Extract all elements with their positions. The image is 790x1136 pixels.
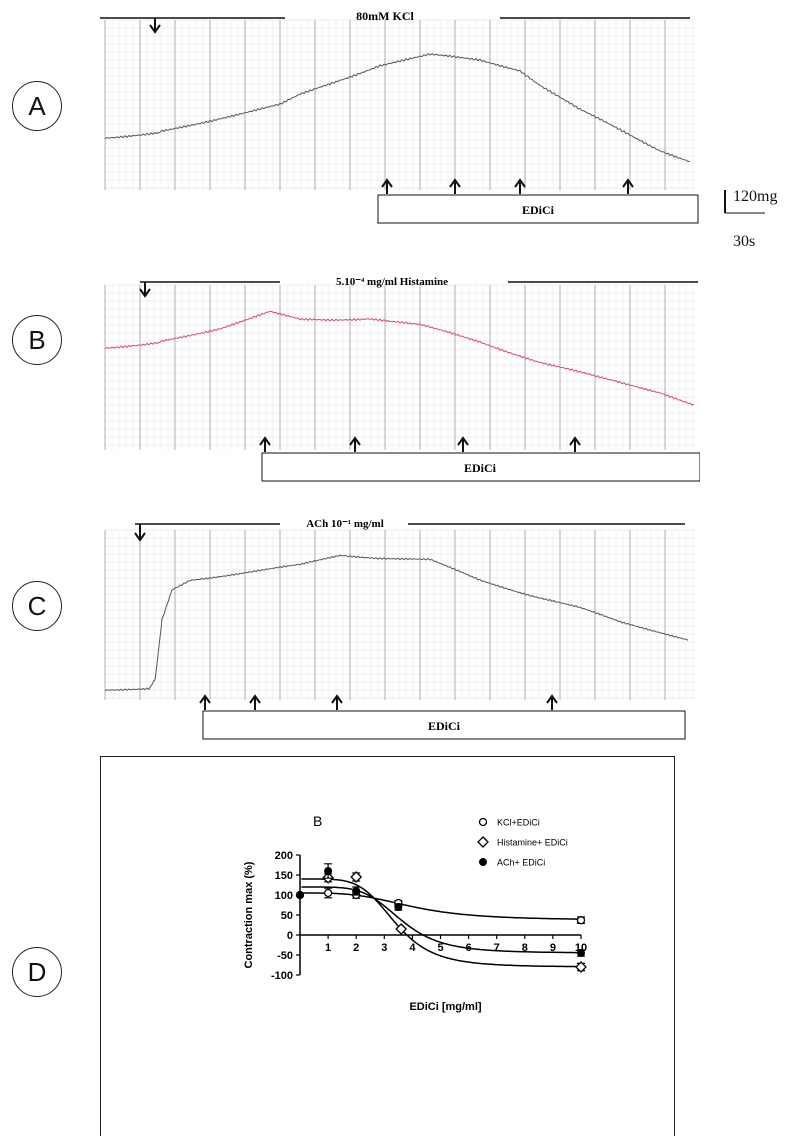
data-point-series-3 xyxy=(577,949,585,957)
x-tick-label: 2 xyxy=(353,942,359,954)
data-point-series-3 xyxy=(296,891,304,899)
data-point-series-2 xyxy=(575,961,587,973)
up-arrow-2 xyxy=(449,178,461,194)
x-tick-label: 4 xyxy=(409,942,416,954)
chart-x-axis-label: EDiCi [mg/ml] xyxy=(409,1001,481,1013)
trace-c-stimulus-label: ACh 10⁻¹ mg/ml xyxy=(306,518,384,530)
data-point-series-2 xyxy=(395,923,408,935)
x-tick-label: 5 xyxy=(437,942,443,954)
legend-label-2: Histamine+ EDiCi xyxy=(497,838,568,848)
trace-c-edici-label: EDiCi xyxy=(428,719,461,733)
legend-label-1: KCl+EDiCi xyxy=(497,818,540,828)
fit-curve-1 xyxy=(301,892,581,920)
data-point-series-1 xyxy=(323,888,333,898)
up-arrow-2 xyxy=(349,436,361,452)
trace-a-edici-label: EDiCi xyxy=(522,203,555,217)
trace-b-up-arrows xyxy=(259,436,581,452)
data-point-series-3 xyxy=(394,903,403,911)
trace-a-stimulus-label: 80mM KCl xyxy=(356,9,414,23)
trace-b-edici-bar xyxy=(261,452,700,482)
chart-panel-label: B xyxy=(313,813,322,829)
y-tick-label: 150 xyxy=(275,870,293,882)
trace-c-line xyxy=(104,554,689,692)
legend-marker-2 xyxy=(477,836,489,848)
up-arrow-1 xyxy=(381,178,393,194)
y-tick-label: 100 xyxy=(275,890,293,902)
legend-marker-1 xyxy=(478,817,488,827)
trace-a-grid xyxy=(104,19,695,190)
panel-c-label: C xyxy=(12,581,62,631)
trace-a-edici-bar xyxy=(377,194,699,224)
scale-bar-horizontal-label: 30s xyxy=(733,233,756,250)
chart-y-axis-label: Contraction max (%) xyxy=(243,861,255,968)
up-arrow-4 xyxy=(546,694,558,710)
trace-a-up-arrows xyxy=(381,178,634,194)
x-tick-label: 7 xyxy=(494,942,500,954)
trace-a-down-arrow xyxy=(149,18,161,34)
trace-b-recording: 5.10⁻⁴ mg/ml Histamine EDiCi xyxy=(104,276,700,482)
x-tick-label: 9 xyxy=(550,942,556,954)
trace-c-grid xyxy=(104,529,695,700)
up-arrow-1 xyxy=(199,694,211,710)
panel-d-frame xyxy=(100,756,675,1136)
trace-c-edici-bar xyxy=(202,710,686,740)
trace-b-line xyxy=(104,310,695,406)
y-tick-label: 200 xyxy=(275,850,293,862)
up-arrow-3 xyxy=(514,178,526,194)
fit-curve-2 xyxy=(301,878,581,968)
trace-c-down-arrow xyxy=(134,524,146,542)
trace-b-grid xyxy=(104,284,695,450)
trace-a-recording: 80mM KCl EDiCi xyxy=(100,9,699,224)
trace-b-down-arrow xyxy=(139,282,151,298)
y-tick-label: 0 xyxy=(287,930,293,942)
legend-marker-3 xyxy=(479,858,487,866)
up-arrow-2 xyxy=(249,694,261,710)
legend-label-3: ACh+ EDiCi xyxy=(497,858,545,868)
panel-a-label: A xyxy=(12,81,62,131)
data-point-series-3 xyxy=(324,867,333,875)
x-tick-label: 3 xyxy=(381,942,387,954)
up-arrow-3 xyxy=(331,694,343,710)
x-tick-label: 1 xyxy=(325,942,331,954)
y-tick-label: -100 xyxy=(271,970,293,982)
panel-d-label: D xyxy=(12,947,62,997)
y-tick-label: 50 xyxy=(281,910,293,922)
data-point-series-3 xyxy=(352,887,361,895)
y-tick-label: -50 xyxy=(277,950,293,962)
up-arrow-3 xyxy=(457,436,469,452)
trace-a-line xyxy=(104,52,691,163)
trace-b-stimulus-label: 5.10⁻⁴ mg/ml Histamine xyxy=(336,276,448,288)
data-point-series-2 xyxy=(350,871,363,883)
scale-bar xyxy=(724,190,765,214)
up-arrow-1 xyxy=(259,436,271,452)
up-arrow-4 xyxy=(569,436,581,452)
trace-b-edici-label: EDiCi xyxy=(464,461,497,475)
x-tick-label: 8 xyxy=(522,942,528,954)
panel-b-label: B xyxy=(12,315,62,365)
data-point-series-1 xyxy=(576,916,586,925)
scale-bar-vertical-label: 120mg xyxy=(733,188,778,205)
fit-curve-3 xyxy=(301,886,581,954)
trace-c-recording: ACh 10⁻¹ mg/ml EDiCi xyxy=(104,518,695,740)
up-arrow-4 xyxy=(622,178,634,194)
trace-c-up-arrows xyxy=(199,694,558,710)
